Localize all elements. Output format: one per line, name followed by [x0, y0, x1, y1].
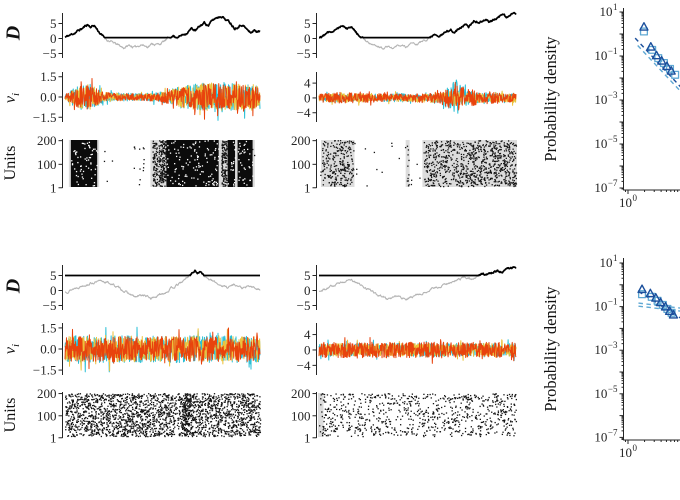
ylabel-coarse-top: D	[2, 25, 25, 41]
ylabel-units-bottom: Units	[2, 397, 19, 433]
ylabel-vi-bottom: vi	[1, 343, 23, 355]
ylabel-vi-top: vi	[1, 92, 23, 104]
ylabel-coarse-bottom: D	[2, 278, 25, 294]
ylabel-probability-density-top: Probability density	[541, 36, 560, 162]
ylabel-units-top: Units	[2, 145, 19, 181]
ylabel-probability-density-bottom: Probability density	[541, 286, 560, 412]
